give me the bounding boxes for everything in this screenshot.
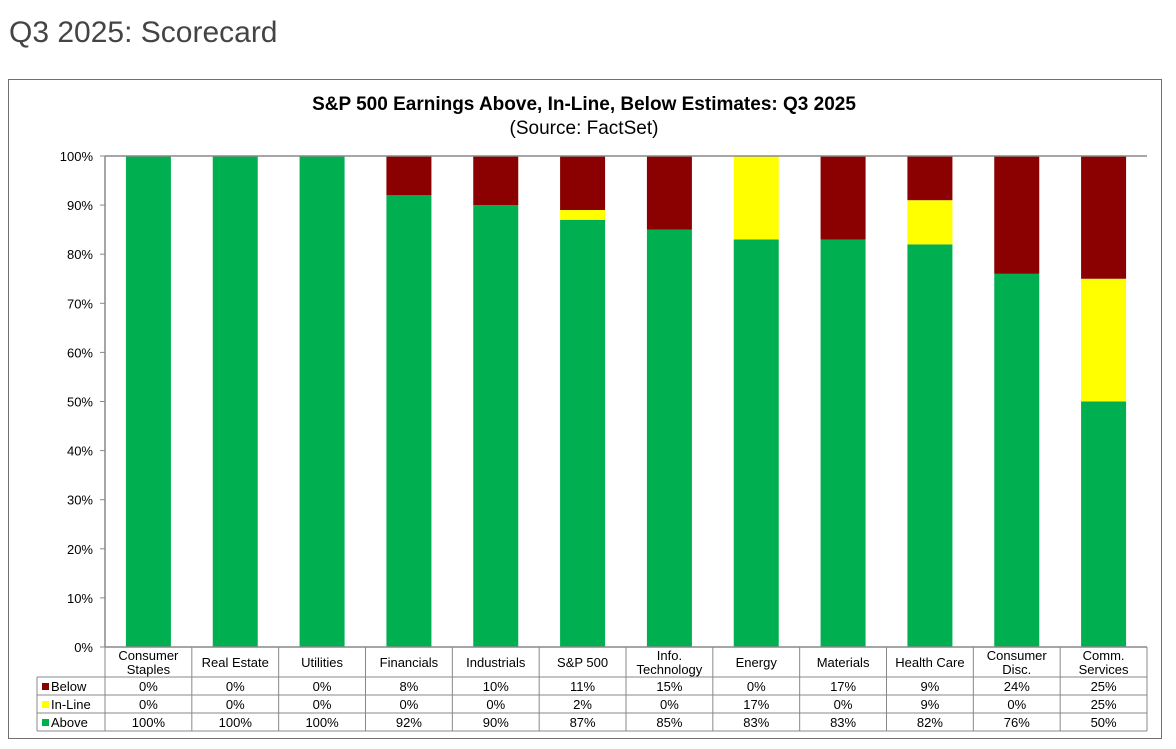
data-label: 0% <box>834 697 853 712</box>
data-label: 17% <box>743 697 769 712</box>
bar-below-9 <box>907 156 953 201</box>
legend-swatch-in-line <box>42 701 49 708</box>
data-label: 25% <box>1091 697 1117 712</box>
legend-swatch-below <box>42 683 49 690</box>
data-label: 0% <box>139 679 158 694</box>
data-label: 17% <box>830 679 856 694</box>
y-tick-label: 0% <box>74 640 93 655</box>
page-title: Q3 2025: Scorecard <box>9 16 278 49</box>
data-label: 76% <box>1004 715 1030 730</box>
data-label: 0% <box>660 697 679 712</box>
bar-above-9 <box>907 244 953 647</box>
y-tick-label: 80% <box>67 247 93 262</box>
bar-above-10 <box>994 273 1040 647</box>
legend-swatch-above <box>42 719 49 726</box>
legend-label: Above <box>51 715 88 730</box>
category-label: Utilities <box>301 655 343 670</box>
legend-label: In-Line <box>51 697 91 712</box>
y-tick-label: 30% <box>67 493 93 508</box>
data-label: 0% <box>486 697 505 712</box>
bar-above-3 <box>386 195 432 647</box>
data-label: 83% <box>830 715 856 730</box>
bar-in-line-7 <box>733 156 779 240</box>
category-label: Health Care <box>895 655 964 670</box>
bar-above-0 <box>125 156 171 647</box>
y-tick-label: 50% <box>67 395 93 410</box>
data-label: 0% <box>313 679 332 694</box>
bar-above-11 <box>1081 401 1127 647</box>
data-label: 24% <box>1004 679 1030 694</box>
bar-below-6 <box>646 156 692 230</box>
data-label: 0% <box>400 697 419 712</box>
data-label: 100% <box>132 715 166 730</box>
data-label: 0% <box>226 697 245 712</box>
category-label: Real Estate <box>202 655 269 670</box>
data-label: 0% <box>139 697 158 712</box>
category-label: Industrials <box>466 655 526 670</box>
data-label: 8% <box>400 679 419 694</box>
data-label: 100% <box>219 715 253 730</box>
y-tick-label: 10% <box>67 591 93 606</box>
bar-below-5 <box>560 156 606 211</box>
category-label: Technology <box>637 662 703 677</box>
bar-in-line-9 <box>907 200 953 245</box>
bar-above-5 <box>560 219 606 647</box>
y-tick-label: 90% <box>67 198 93 213</box>
data-label: 25% <box>1091 679 1117 694</box>
data-label: 0% <box>313 697 332 712</box>
category-label: Materials <box>817 655 870 670</box>
category-label: Financials <box>380 655 439 670</box>
data-label: 100% <box>305 715 339 730</box>
chart-subtitle: (Source: FactSet) <box>510 118 659 139</box>
y-tick-label: 60% <box>67 345 93 360</box>
category-label: Consumer <box>987 648 1048 663</box>
data-label: 9% <box>921 679 940 694</box>
y-tick-label: 20% <box>67 542 93 557</box>
data-label: 87% <box>570 715 596 730</box>
data-label: 50% <box>1091 715 1117 730</box>
data-label: 83% <box>743 715 769 730</box>
bar-above-6 <box>646 229 692 647</box>
category-label: Services <box>1079 662 1129 677</box>
bar-above-8 <box>820 239 866 647</box>
bar-in-line-5 <box>560 210 606 220</box>
data-label: 15% <box>656 679 682 694</box>
data-label: 10% <box>483 679 509 694</box>
data-label: 0% <box>747 679 766 694</box>
category-label: Info. <box>657 648 682 663</box>
category-label: Consumer <box>118 648 179 663</box>
data-label: 92% <box>396 715 422 730</box>
data-label: 2% <box>573 697 592 712</box>
data-label: 11% <box>570 679 595 694</box>
category-label: Disc. <box>1002 662 1031 677</box>
y-tick-label: 70% <box>67 296 93 311</box>
bar-below-4 <box>473 156 519 206</box>
category-label: Energy <box>736 655 778 670</box>
chart-title: S&P 500 Earnings Above, In-Line, Below E… <box>312 94 856 115</box>
category-label: Comm. <box>1083 648 1125 663</box>
bar-below-3 <box>386 156 432 196</box>
category-label: Staples <box>127 662 171 677</box>
bar-in-line-11 <box>1081 278 1127 402</box>
data-label: 9% <box>921 697 940 712</box>
y-tick-label: 100% <box>60 149 94 164</box>
y-tick-label: 40% <box>67 444 93 459</box>
bar-above-1 <box>212 156 258 647</box>
chart-frame: S&P 500 Earnings Above, In-Line, Below E… <box>8 79 1162 739</box>
legend-label: Below <box>51 679 87 694</box>
data-label: 85% <box>656 715 682 730</box>
bar-above-2 <box>299 156 345 647</box>
data-label: 0% <box>226 679 245 694</box>
data-label: 90% <box>483 715 509 730</box>
data-label: 0% <box>1007 697 1026 712</box>
bar-below-10 <box>994 156 1040 274</box>
stacked-bar-chart: S&P 500 Earnings Above, In-Line, Below E… <box>36 94 1148 732</box>
bar-below-8 <box>820 156 866 240</box>
bar-below-11 <box>1081 156 1127 279</box>
bar-above-7 <box>733 239 779 647</box>
category-label: S&P 500 <box>557 655 608 670</box>
data-label: 82% <box>917 715 943 730</box>
bar-above-4 <box>473 205 519 647</box>
